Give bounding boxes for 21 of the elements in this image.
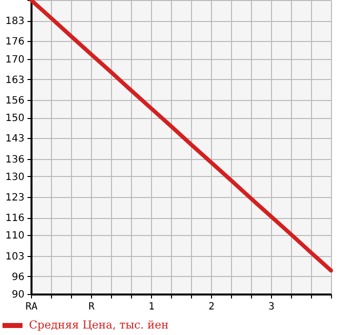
legend-label: Средняя Цена, тыс. йен [29,318,169,332]
x-tick-label: 1 [148,302,155,312]
x-tick-label: R [88,302,96,312]
y-tick-label: 183 [5,16,24,28]
y-tick-label: 136 [5,154,24,166]
x-tick-label: RA [25,302,38,312]
y-tick-label: 156 [5,95,24,106]
y-tick-label: 150 [5,113,24,124]
y-tick-label: 176 [5,36,24,48]
y-tick-label: 123 [5,192,24,204]
y-tick-label: 130 [5,172,24,183]
y-tick-label: 116 [5,213,24,224]
y-tick-label: 110 [5,230,24,242]
y-tick-label: 103 [5,251,24,262]
y-tick-label: 90 [12,290,24,300]
y-tick-label: 96 [12,272,24,283]
y-tick-label: 170 [5,54,24,66]
x-tick-label: 2 [208,302,215,312]
x-tick-label: 3 [268,302,275,312]
y-tick-label: 163 [5,74,24,86]
y-tick-label: 143 [5,134,24,145]
